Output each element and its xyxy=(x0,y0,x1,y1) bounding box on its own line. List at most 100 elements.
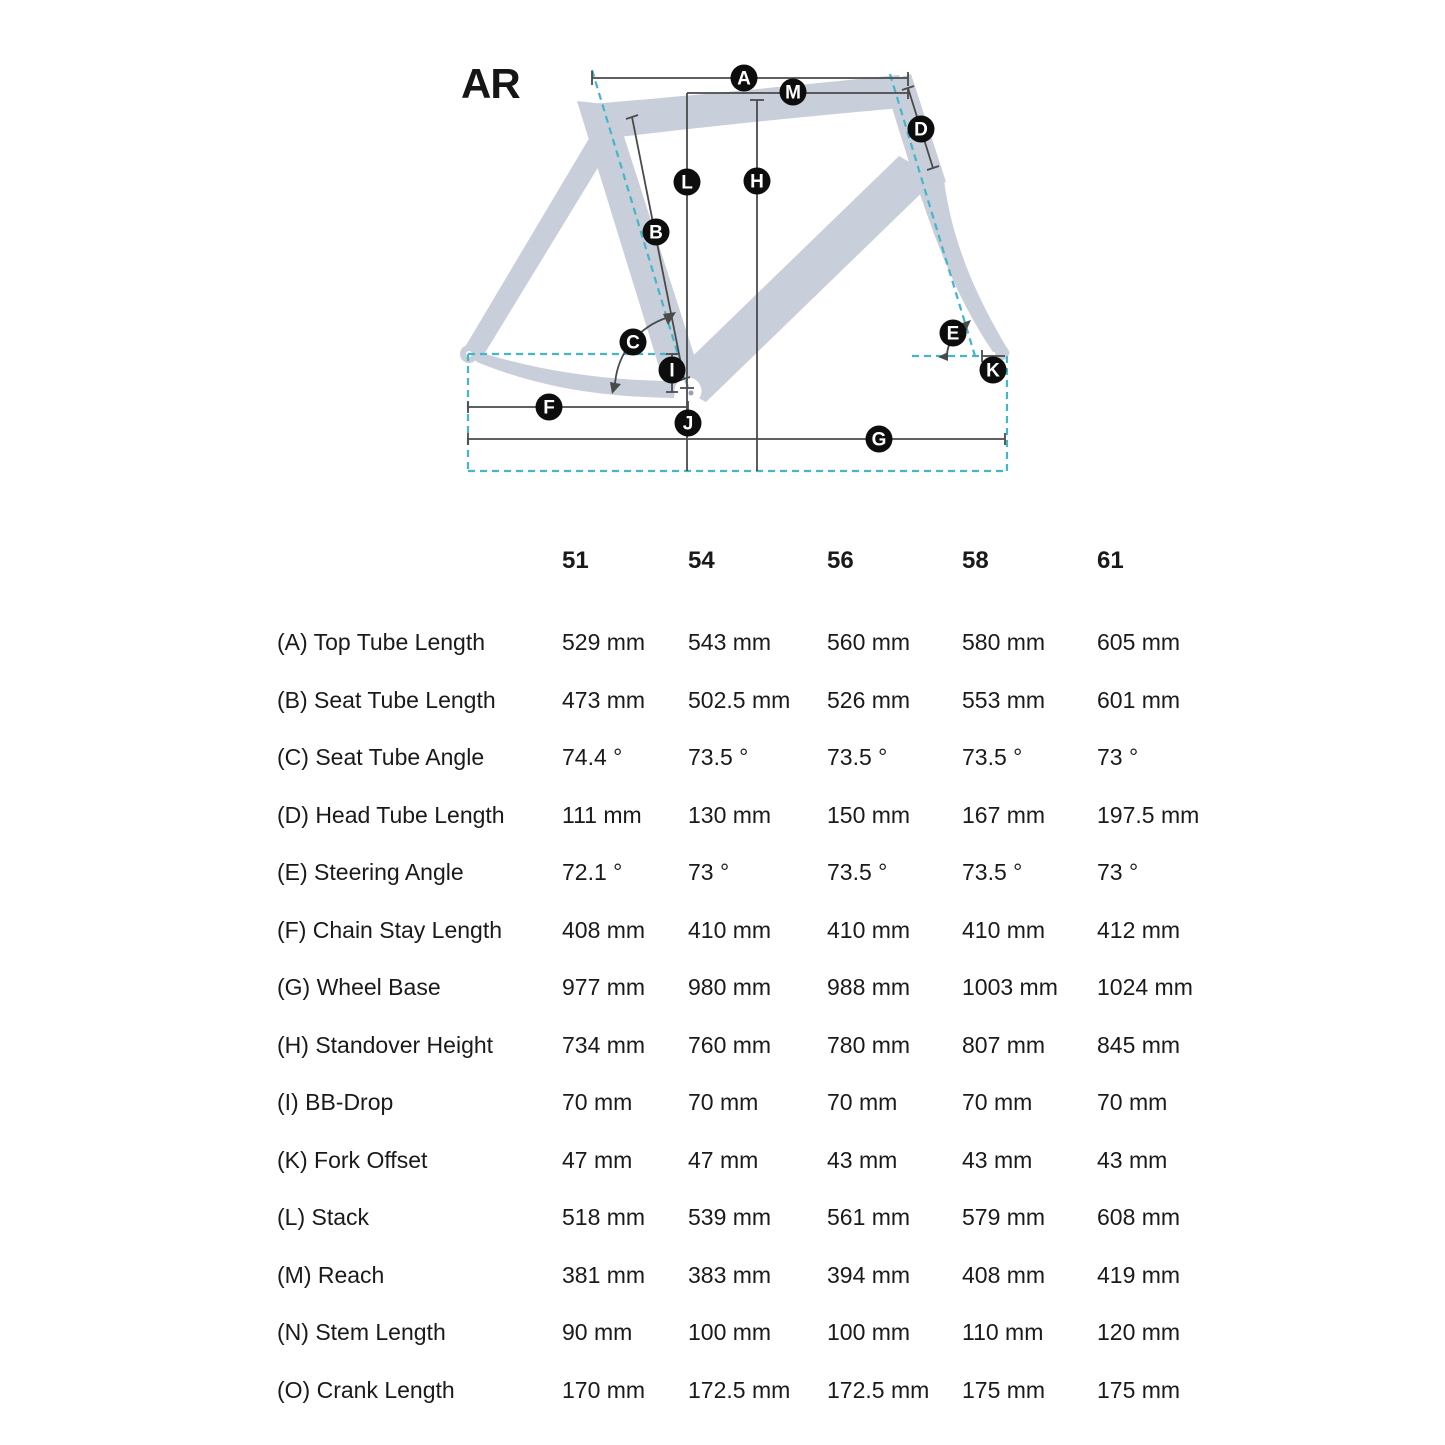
value-cell: 553 mm xyxy=(962,686,1046,713)
value-cell: 408 mm xyxy=(962,1261,1046,1288)
size-column-header: 61 xyxy=(1097,547,1124,574)
value-cell: 111 mm xyxy=(562,801,642,828)
value-cell: 73.5 ° xyxy=(827,859,888,886)
value-cell: 760 mm xyxy=(688,1031,772,1058)
value-cell: 73 ° xyxy=(1097,744,1139,771)
value-cell: 72.1 ° xyxy=(562,859,623,886)
value-cell: 73.5 ° xyxy=(688,744,749,771)
table-row: (C) Seat Tube Angle 74.4 ° 73.5 ° 73.5 ° 73.… xyxy=(277,729,1242,787)
badge-G xyxy=(865,425,893,453)
value-cell: 70 mm xyxy=(688,1089,759,1116)
value-cell: 1024 mm xyxy=(1097,974,1193,1001)
angle-arrows xyxy=(610,312,971,394)
value-cell: 70 mm xyxy=(1097,1089,1168,1116)
badge-K xyxy=(979,356,1007,384)
badge-letter-B: B xyxy=(649,223,663,244)
size-column-header: 58 xyxy=(962,547,989,574)
value-cell: 43 mm xyxy=(962,1146,1033,1173)
badge-letter-L: L xyxy=(681,173,693,194)
row-label: (A) Top Tube Length xyxy=(277,629,485,656)
size-column-header: 51 xyxy=(562,547,589,574)
value-cell: 980 mm xyxy=(688,974,772,1001)
value-cell: 1003 mm xyxy=(962,974,1058,1001)
value-cell: 120 mm xyxy=(1097,1319,1181,1346)
badge-letter-E: E xyxy=(947,324,960,345)
geometry-table: 51 54 56 58 61 (A) Top Tube Length 529 mm 543 … xyxy=(277,543,1242,1419)
value-cell: 543 mm xyxy=(688,629,772,656)
row-label: (M) Reach xyxy=(277,1261,385,1288)
badge-D xyxy=(907,115,935,143)
table-row: (H) Standover Height 734 mm 760 mm 780 mm 80… xyxy=(277,1017,1242,1075)
table-row: (M) Reach 381 mm 383 mm 394 mm 408 mm 419 mm xyxy=(277,1247,1242,1305)
badge-letter-F: F xyxy=(543,398,555,419)
row-label: (O) Crank Length xyxy=(277,1376,455,1403)
value-cell: 601 mm xyxy=(1097,686,1181,713)
value-cell: 172.5 mm xyxy=(827,1376,930,1403)
value-cell: 70 mm xyxy=(562,1089,633,1116)
value-cell: 70 mm xyxy=(827,1089,898,1116)
value-cell: 502.5 mm xyxy=(688,686,791,713)
value-cell: 408 mm xyxy=(562,916,646,943)
value-cell: 100 mm xyxy=(688,1319,772,1346)
badge-letter-D: D xyxy=(914,120,928,141)
value-cell: 845 mm xyxy=(1097,1031,1181,1058)
row-label: (L) Stack xyxy=(277,1204,370,1231)
row-label: (N) Stem Length xyxy=(277,1319,446,1346)
geometry-rows: (A) Top Tube Length 529 mm 543 mm 560 mm 580… xyxy=(277,614,1242,1419)
badge-letter-A: A xyxy=(737,69,751,90)
row-label: (C) Seat Tube Angle xyxy=(277,744,485,771)
value-cell: 100 mm xyxy=(827,1319,911,1346)
badge-I xyxy=(658,356,686,384)
table-row: (A) Top Tube Length 529 mm 543 mm 560 mm 580… xyxy=(277,614,1242,672)
table-row: (I) BB-Drop 70 mm 70 mm 70 mm 70 mm 70 mm xyxy=(277,1074,1242,1132)
row-label: (H) Standover Height xyxy=(277,1031,494,1058)
badge-J xyxy=(674,409,702,437)
value-cell: 529 mm xyxy=(562,629,646,656)
value-cell: 977 mm xyxy=(562,974,646,1001)
value-cell: 73.5 ° xyxy=(962,859,1023,886)
value-cell: 410 mm xyxy=(962,916,1046,943)
badge-B xyxy=(642,218,670,246)
badge-M xyxy=(779,78,807,106)
value-cell: 130 mm xyxy=(688,801,772,828)
value-cell: 988 mm xyxy=(827,974,911,1001)
value-cell: 734 mm xyxy=(562,1031,646,1058)
value-cell: 410 mm xyxy=(827,916,911,943)
value-cell: 175 mm xyxy=(962,1376,1046,1403)
value-cell: 150 mm xyxy=(827,801,911,828)
table-row: (L) Stack 518 mm 539 mm 561 mm 579 mm 608 mm xyxy=(277,1189,1242,1247)
value-cell: 473 mm xyxy=(562,686,646,713)
badge-F xyxy=(535,393,563,421)
value-cell: 394 mm xyxy=(827,1261,911,1288)
value-cell: 43 mm xyxy=(827,1146,898,1173)
value-cell: 539 mm xyxy=(688,1204,772,1231)
row-label: (K) Fork Offset xyxy=(277,1146,428,1173)
value-cell: 175 mm xyxy=(1097,1376,1181,1403)
row-label: (B) Seat Tube Length xyxy=(277,686,496,713)
badge-letter-C: C xyxy=(626,333,640,354)
table-row: (B) Seat Tube Length 473 mm 502.5 mm 526 mm… xyxy=(277,672,1242,730)
value-cell: 579 mm xyxy=(962,1204,1046,1231)
badge-letter-M: M xyxy=(785,83,801,104)
value-cell: 580 mm xyxy=(962,629,1046,656)
value-cell: 419 mm xyxy=(1097,1261,1181,1288)
value-cell: 410 mm xyxy=(688,916,772,943)
value-cell: 73.5 ° xyxy=(962,744,1023,771)
row-label: (I) BB-Drop xyxy=(277,1089,394,1116)
value-cell: 518 mm xyxy=(562,1204,646,1231)
value-cell: 383 mm xyxy=(688,1261,772,1288)
bike-frame-diagram: A M D L H B C E I K F J G xyxy=(460,64,1010,473)
table-row: (O) Crank Length 170 mm 172.5 mm 172.5 mm 17… xyxy=(277,1362,1242,1420)
badge-C xyxy=(619,328,647,356)
value-cell: 74.4 ° xyxy=(562,744,623,771)
value-cell: 526 mm xyxy=(827,686,911,713)
badge-A xyxy=(730,64,758,92)
badge-layer: A M D L H B C E I K F J G xyxy=(535,64,1007,453)
table-row: (D) Head Tube Length 111 mm 130 mm 150 mm 16… xyxy=(277,787,1242,845)
value-cell: 110 mm xyxy=(962,1319,1044,1346)
value-cell: 561 mm xyxy=(827,1204,911,1231)
badge-letter-K: K xyxy=(986,361,1000,382)
value-cell: 70 mm xyxy=(962,1089,1033,1116)
value-cell: 170 mm xyxy=(562,1376,646,1403)
